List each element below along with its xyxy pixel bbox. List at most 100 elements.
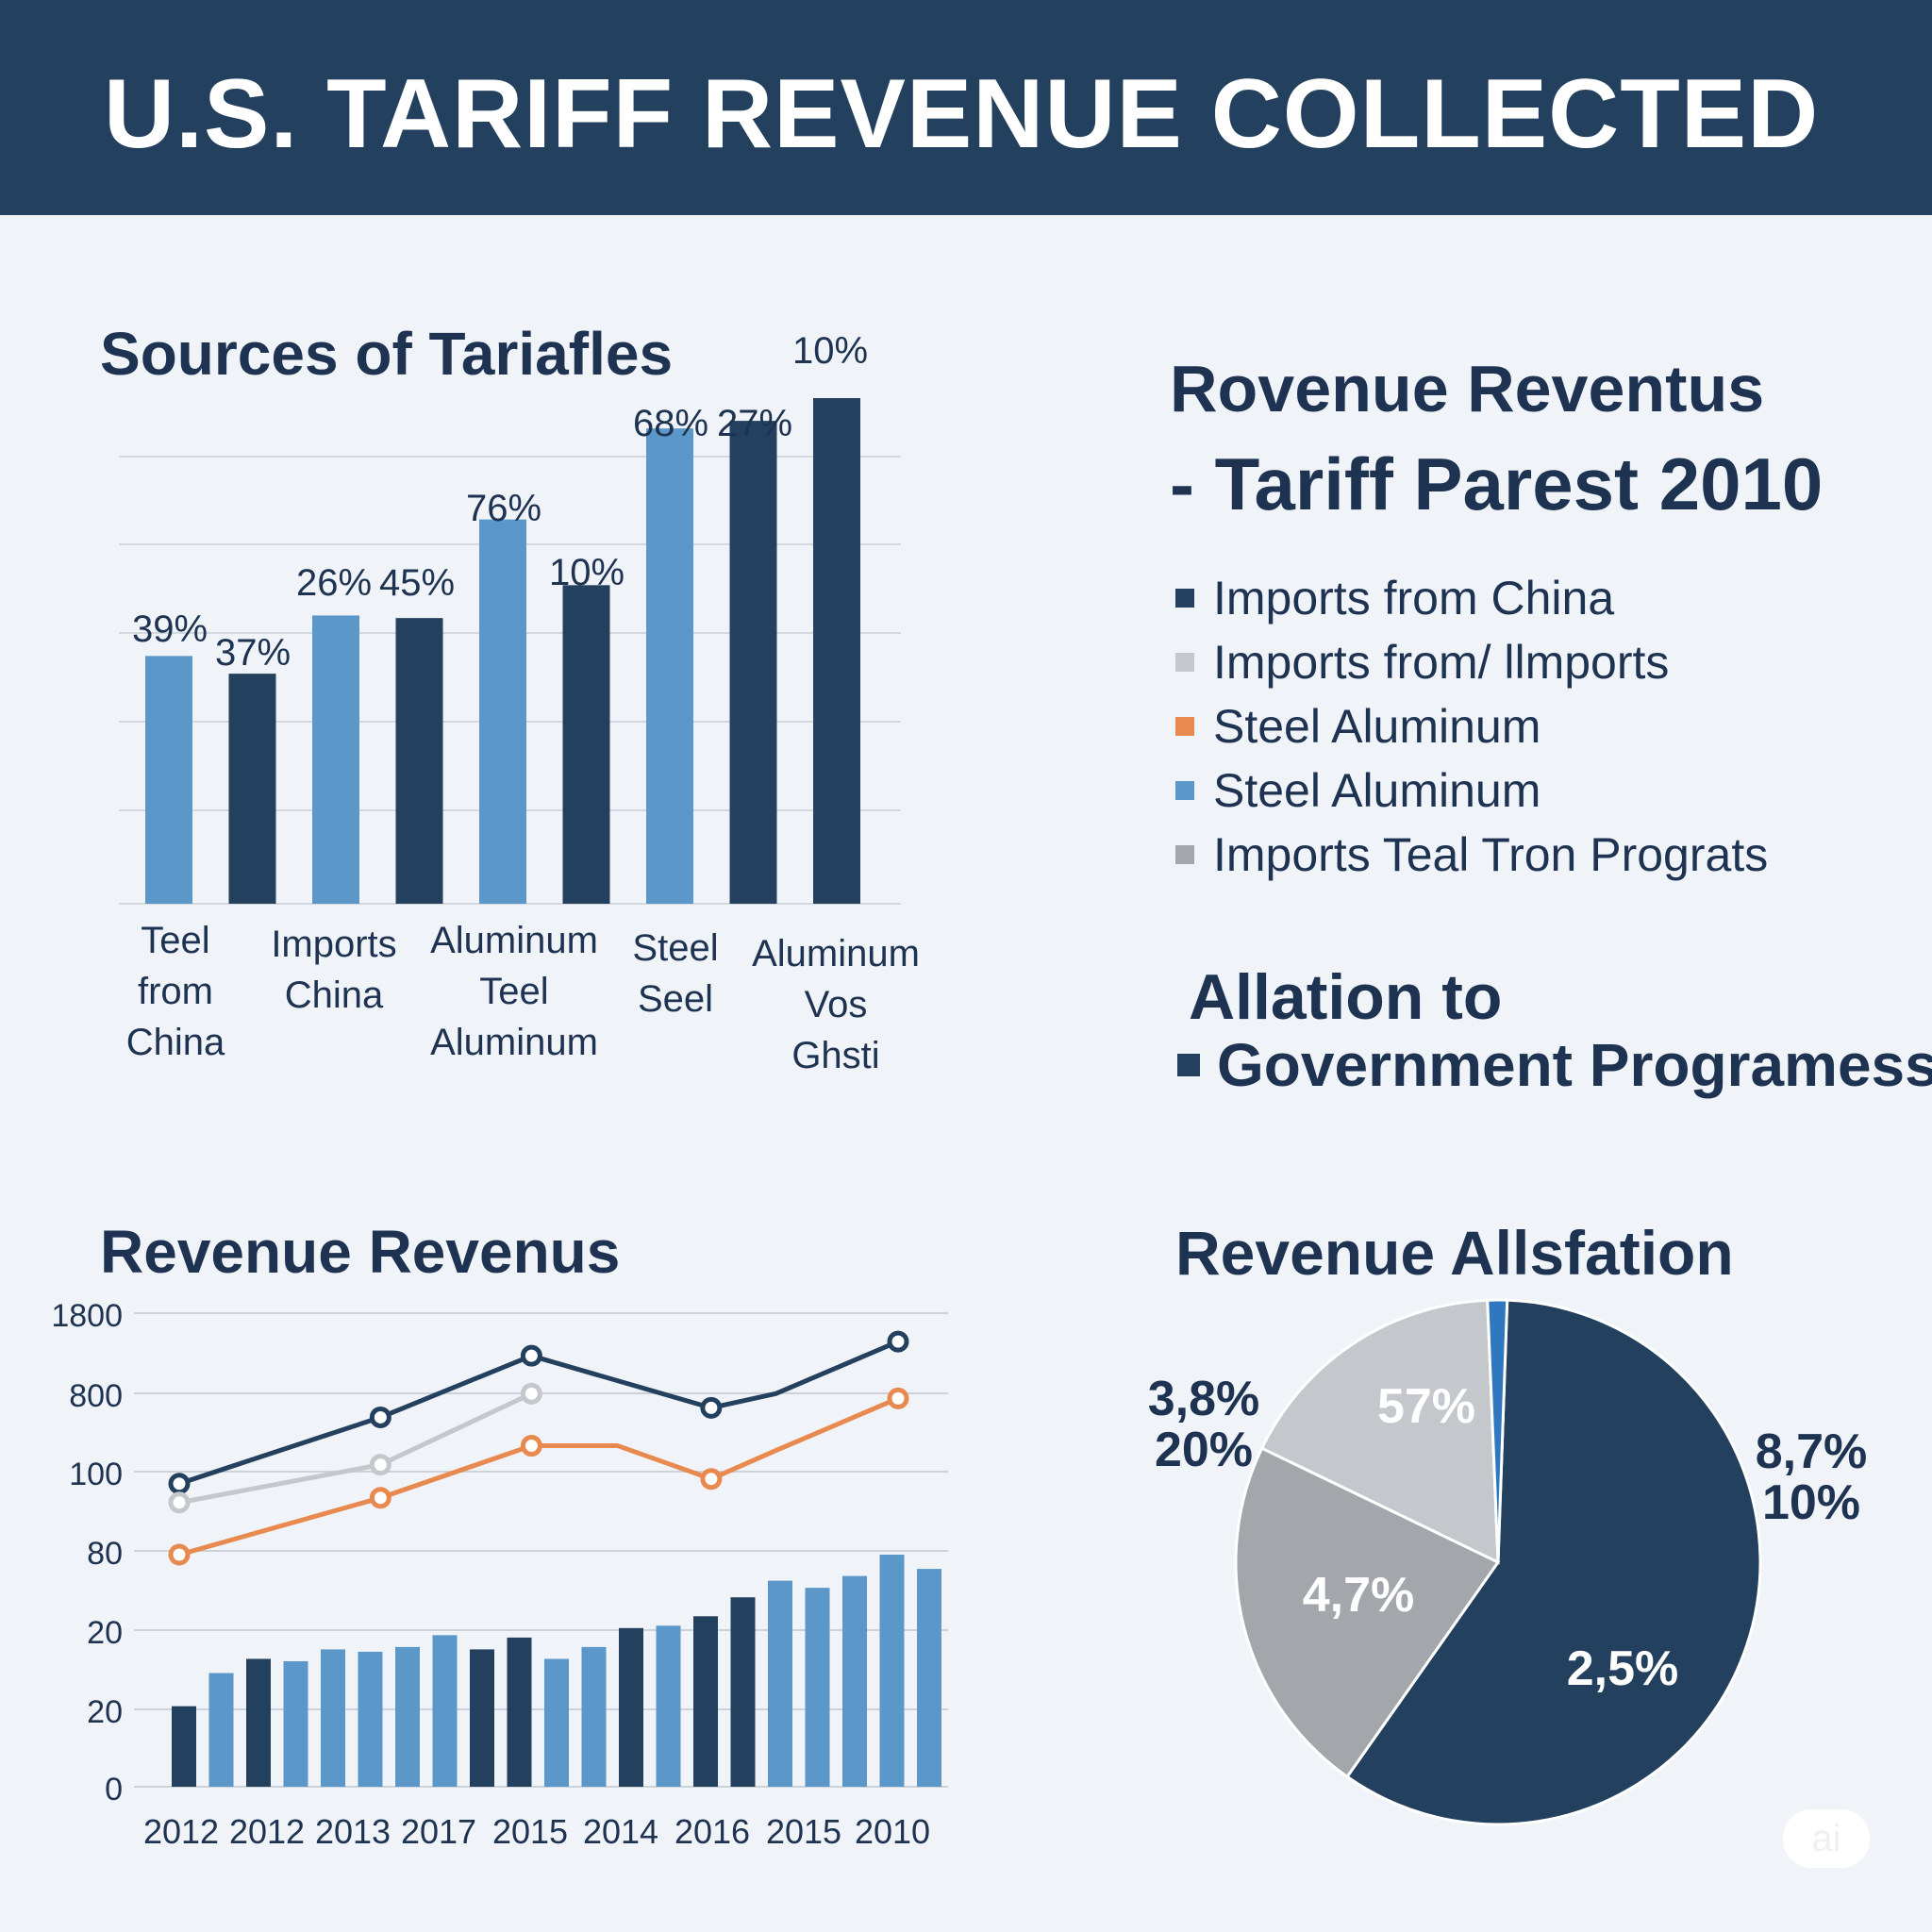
revenue-bar [172, 1706, 196, 1787]
pie-slice [1259, 1298, 1500, 1565]
legend-item: Steel Aluminum [1175, 758, 1768, 823]
legend-swatch [1175, 845, 1194, 864]
pie-slice-label: 2,5% [1567, 1641, 1679, 1696]
revenue-x-tick-label: 2012 [143, 1812, 219, 1851]
revenue-bar [581, 1646, 607, 1787]
sources-value-label: 68% [633, 403, 708, 444]
sources-bar [562, 585, 610, 904]
revenue-x-tick-label: 2015 [492, 1812, 568, 1851]
revenue-series-marker [369, 1487, 391, 1509]
revenue-bar [470, 1649, 494, 1787]
page-title: U.S. TARIFF REVENUE COLLECTED [104, 59, 1820, 169]
revenue-bar [507, 1637, 532, 1787]
revenue-y-tick-label: 20 [87, 1694, 123, 1730]
legend-item: Imports from China [1175, 566, 1768, 630]
sources-bar [646, 428, 693, 904]
sources-category-label: Aluminum [430, 920, 598, 961]
sources-bar [729, 421, 777, 904]
revenue-chart-title: Revenue Revenus [100, 1218, 621, 1286]
sources-value-label: 27% [717, 403, 792, 444]
legend-panel-title-line2: - Tariff Parest 2010 [1170, 442, 1824, 525]
legend-swatch [1175, 653, 1194, 672]
allocation-bullet [1177, 1054, 1200, 1076]
revenue-bar [358, 1651, 383, 1787]
legend-swatch [1175, 717, 1194, 736]
revenue-series-marker [168, 1543, 191, 1566]
sources-value-label: 37% [215, 632, 291, 674]
allocation-chart-title: Revenue Allsfation [1175, 1218, 1734, 1288]
sources-category-label: Ghsti [791, 1035, 879, 1076]
revenue-y-tick-label: 1800 [51, 1298, 123, 1334]
revenue-series-marker [168, 1491, 191, 1514]
legend-item: Imports from/ llmports [1175, 630, 1768, 694]
sources-category-label: Vos [805, 984, 868, 1025]
legend-label: Imports from/ llmports [1213, 636, 1670, 689]
revenue-bar [395, 1646, 420, 1787]
pie-slice-label: 4,7% [1303, 1568, 1415, 1623]
revenue-bar [321, 1649, 345, 1787]
allocation-line1-text: Allation to [1189, 961, 1503, 1033]
sources-value-label: 26% [296, 562, 372, 604]
pie-slice [1344, 1298, 1762, 1826]
revenue-bar [768, 1580, 792, 1787]
revenue-bar [842, 1575, 867, 1787]
revenue-y-tick-label: 100 [69, 1457, 123, 1492]
revenue-bar [693, 1616, 718, 1787]
revenue-bar [879, 1555, 905, 1787]
revenue-y-tick-label: 20 [87, 1615, 123, 1651]
revenue-bar [917, 1569, 941, 1787]
revenue-y-tick-label: 80 [87, 1536, 123, 1572]
revenue-series-marker [520, 1344, 542, 1367]
revenue-series-line [178, 1339, 899, 1487]
revenue-y-tick-label: 800 [69, 1378, 123, 1414]
allocation-line2: Government Programess [1177, 1030, 1932, 1100]
sources-category-label: China [126, 1022, 225, 1063]
sources-category-label: Steel [632, 927, 718, 969]
sources-bar [479, 519, 526, 904]
pie-outer-label: 8,7% [1756, 1424, 1868, 1479]
sources-bar [312, 615, 359, 904]
pie-outer-label: 3,8% [1148, 1372, 1260, 1426]
allocation-line2-text: Government Programess [1217, 1031, 1932, 1099]
pie-slice [1234, 1446, 1501, 1779]
sources-bar [145, 656, 192, 904]
sources-bar-chart: 39%37%26% 45%76%10%68% 27%10%TeelfromChina… [119, 330, 920, 1076]
sources-category-label: Aluminum [430, 1022, 598, 1063]
revenue-series-marker [887, 1330, 909, 1353]
sources-value-label: 10% [792, 330, 868, 372]
revenue-x-tick-label: 2013 [315, 1812, 391, 1851]
revenue-series-marker [369, 1406, 391, 1428]
revenue-bar [432, 1635, 458, 1787]
revenue-x-tick-label: 2017 [401, 1812, 476, 1851]
revenue-series-marker [520, 1382, 542, 1405]
pie-slice [1486, 1298, 1509, 1563]
sources-category-label: Aluminum [752, 933, 920, 974]
legend-label: Imports from China [1213, 572, 1615, 625]
revenue-x-tick-label: 2016 [675, 1812, 750, 1851]
pie-outer-label: 10% [1762, 1475, 1860, 1530]
pie-slice-label: 57% [1377, 1379, 1475, 1434]
legend-swatch [1175, 589, 1194, 608]
sources-bar [395, 618, 443, 904]
sources-value-label: 10% [549, 552, 625, 593]
revenue-combo-chart: 1800 800 100 80 20 20 0 2012 2012 2013 2017 2015 201… [51, 1298, 948, 1851]
legend: Imports from China Imports from/ llmports… [1175, 566, 1768, 887]
legend-item: Imports Teal Tron Prograts [1175, 823, 1768, 887]
sources-value-label: 45% [379, 562, 455, 604]
legend-swatch [1175, 781, 1194, 800]
revenue-bar [805, 1588, 830, 1787]
revenue-bar [656, 1625, 681, 1787]
legend-label: Steel Aluminum [1213, 700, 1541, 753]
sources-category-label: Seel [638, 978, 713, 1020]
revenue-bar [208, 1673, 234, 1787]
revenue-x-tick-label: 2014 [583, 1812, 658, 1851]
revenue-series-marker [700, 1396, 723, 1419]
sources-category-label: from [138, 971, 213, 1012]
legend-panel-title-line1: Rovenue Reventus [1170, 352, 1765, 425]
revenue-bar [544, 1658, 569, 1787]
revenue-bar [619, 1627, 643, 1787]
revenue-x-tick-label: 2015 [766, 1812, 841, 1851]
revenue-bar [283, 1660, 308, 1787]
revenue-x-tick-label: 2010 [855, 1812, 930, 1851]
